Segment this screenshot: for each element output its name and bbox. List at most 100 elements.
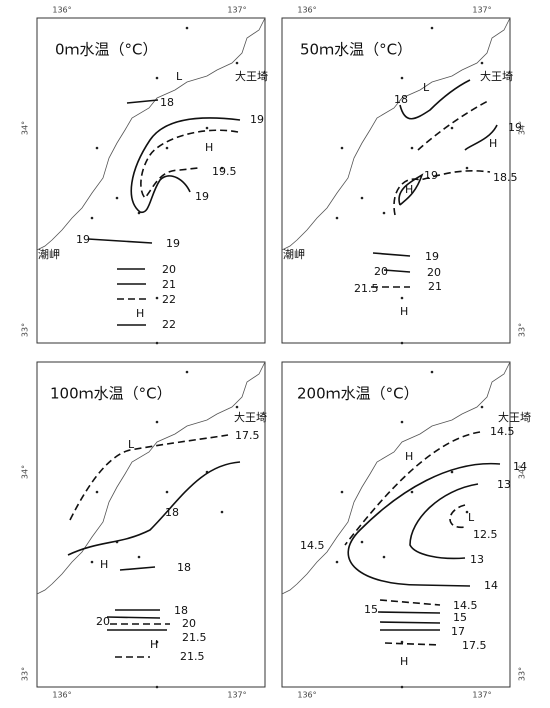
map-label: 潮岬 (283, 247, 305, 261)
map-label: H (400, 655, 408, 668)
isotherm (393, 170, 491, 216)
isotherm (384, 642, 441, 646)
station (90, 216, 94, 220)
station (335, 560, 339, 564)
map-label: 20 (182, 617, 196, 630)
lon-label: 136° (52, 691, 71, 700)
map-label: 大王埼 (498, 410, 531, 424)
isotherm (379, 621, 441, 624)
coastline (281, 361, 511, 595)
station (450, 126, 454, 130)
isotherm (409, 483, 479, 560)
map-label: H (150, 638, 158, 651)
map-label: 18 (177, 561, 191, 574)
station (115, 196, 119, 200)
map-label: 19 (425, 250, 439, 263)
map-label: 17 (451, 625, 465, 638)
isotherm (344, 431, 481, 546)
station (220, 166, 224, 170)
map-label: 14.5 (490, 425, 515, 438)
lon-label: 136° (297, 691, 316, 700)
station (155, 420, 159, 424)
map-label: 19.5 (212, 165, 237, 178)
panel-frame (36, 361, 266, 688)
isotherm (126, 99, 159, 104)
station (185, 26, 189, 30)
map-label: H (489, 137, 497, 150)
map-label: 14 (484, 579, 498, 592)
lat-label: 33° (518, 667, 527, 681)
map-label: 18 (160, 96, 174, 109)
map-label: 17.5 (235, 429, 260, 442)
isotherm (379, 599, 441, 606)
map-label: 17.5 (462, 639, 487, 652)
map-label: 12.5 (473, 528, 498, 541)
panel-frame (281, 361, 511, 688)
isotherm (417, 99, 491, 151)
lat-label: 33° (518, 323, 527, 337)
isotherm (399, 79, 471, 120)
station (400, 341, 404, 345)
station (400, 685, 404, 689)
station (430, 26, 434, 30)
station (340, 146, 344, 150)
station (360, 540, 364, 544)
map-label: H (405, 183, 413, 196)
station (185, 370, 189, 374)
station (155, 685, 159, 689)
isotherm (398, 173, 424, 206)
station (410, 490, 414, 494)
isotherm (67, 461, 241, 556)
station (465, 166, 469, 170)
station (400, 296, 404, 300)
station (382, 211, 386, 215)
map-label: 22 (162, 318, 176, 331)
map-label: 14 (513, 460, 527, 473)
station (155, 296, 159, 300)
map-label: 22 (162, 293, 176, 306)
station (465, 510, 469, 514)
station (235, 405, 239, 409)
isotherm (347, 462, 501, 587)
map-label: H (205, 141, 213, 154)
map-label: 21 (162, 278, 176, 291)
lon-label: 136° (297, 6, 316, 15)
panel-title: 0ｍ水温（°C） (55, 41, 158, 59)
map-label: L (423, 81, 430, 94)
station (95, 146, 99, 150)
panel-title: 100ｍ水温（°C） (50, 385, 172, 403)
map-label: 20 (162, 263, 176, 276)
station (235, 61, 239, 65)
map-label: 大王埼 (234, 410, 267, 424)
map-label: H (100, 558, 108, 571)
map-label: 18 (165, 506, 179, 519)
station (155, 640, 159, 644)
station (400, 640, 404, 644)
isotherm (119, 566, 156, 571)
map-label: 15 (364, 603, 378, 616)
panel-frame (281, 17, 511, 344)
map-label: 18 (394, 93, 408, 106)
map-label: 18 (174, 604, 188, 617)
map-label: 20 (374, 265, 388, 278)
station (165, 490, 169, 494)
map-label: 21.5 (354, 282, 379, 295)
map-label: 大王埼 (480, 69, 513, 83)
map-label: 13 (497, 478, 511, 491)
station (410, 146, 414, 150)
map-label: 19 (508, 121, 522, 134)
station (155, 341, 159, 345)
map-label: 14.5 (453, 599, 478, 612)
station (400, 76, 404, 80)
map-label: 21 (428, 280, 442, 293)
lon-label: 137° (227, 6, 246, 15)
isotherm (106, 616, 161, 619)
coastline (36, 17, 266, 251)
map-label: 潮岬 (38, 247, 60, 261)
map-label: 19 (250, 113, 264, 126)
panel-frame (36, 17, 266, 344)
panel-title: 50ｍ水温（°C） (300, 41, 412, 59)
